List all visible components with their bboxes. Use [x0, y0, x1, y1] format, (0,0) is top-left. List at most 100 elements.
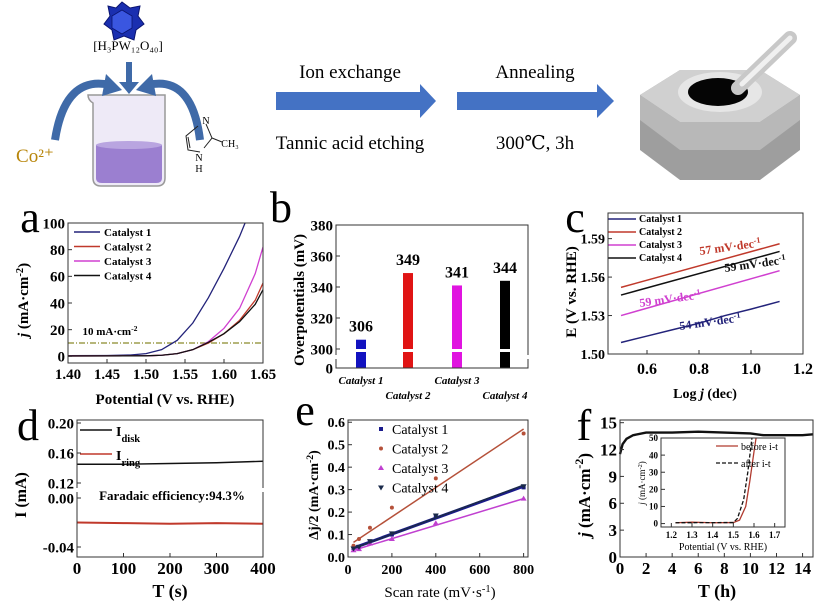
series-line-3 [68, 246, 263, 357]
y-tick-label: 1.50 [581, 348, 606, 363]
category-label: Catalyst 1 [339, 375, 384, 387]
bar-2 [403, 273, 413, 368]
tafel-slope-label: 59 mV·dec-1 [638, 287, 701, 310]
x-tick-label: 300 [204, 559, 230, 578]
x-tick-label: 1.55 [172, 367, 198, 383]
current-density-line [618, 430, 814, 455]
bar-1 [356, 339, 366, 368]
text-part: I [116, 425, 121, 440]
bar-4 [500, 280, 510, 368]
fit-line-2 [353, 428, 525, 544]
text-part: I [116, 449, 121, 464]
x-axis-title: Log j (dec) [673, 387, 737, 402]
y-tick-label: 0.4 [328, 461, 346, 476]
text-part: 54 mV·dec [678, 311, 735, 333]
curved-arrow-right-icon [136, 74, 204, 141]
plot-frame [607, 212, 804, 355]
fit-line-4 [353, 484, 524, 550]
text-part: 57 mV·dec [698, 236, 755, 258]
text-part: -1 [693, 287, 701, 297]
x-tick-label: 0 [73, 559, 82, 578]
x-tick-label: 1.2 [666, 530, 678, 540]
data-point [432, 513, 439, 519]
data-point [378, 485, 384, 491]
bar-3 [452, 285, 462, 368]
inset-frame [660, 437, 786, 528]
x-tick-label: 0.8 [689, 361, 709, 378]
x-tick-label: 12 [768, 559, 785, 578]
y-tick-label: 0.00 [48, 491, 74, 507]
y-tick-label: 9 [609, 467, 618, 486]
category-label: Catalyst 4 [483, 390, 528, 402]
text-part: (mA·cm [16, 276, 32, 333]
legend-label: Catalyst 1 [392, 423, 448, 438]
text-part: -1 [778, 252, 786, 262]
y-tick-label: 20 [50, 323, 65, 339]
axis-break [74, 488, 80, 492]
y-tick-label: 15 [600, 414, 617, 433]
y-tick-label: 1.59 [581, 233, 606, 248]
y-tick-label: 40 [649, 450, 659, 460]
panel-letter-b: b [270, 183, 292, 232]
text-part: (mA·cm [637, 469, 647, 502]
x-tick-label: 1.5 [728, 530, 740, 540]
legend-label: Idisk [116, 425, 140, 445]
text-part: disk [121, 434, 140, 445]
text-part: -2 [572, 459, 586, 469]
beaker-icon [87, 94, 166, 187]
data-point [520, 484, 527, 490]
fit-line-3 [353, 497, 524, 551]
text-part: j [698, 387, 704, 402]
x-axis-title: Scan rate (mV·s-1) [384, 584, 495, 602]
tafel-slope-label: 54 mV·dec-1 [678, 310, 741, 333]
y-tick-label: 380 [311, 218, 334, 234]
text-part: j [637, 502, 647, 506]
y-tick-label: 0.3 [328, 484, 346, 499]
data-point [379, 446, 383, 451]
tafel-slope-label: 57 mV·dec-1 [698, 235, 761, 258]
cobalt-ion-label: Co²⁺ [16, 146, 54, 167]
series-line-3 [620, 269, 780, 317]
legend-label: Catalyst 3 [104, 256, 152, 268]
text-part: -2 [637, 464, 644, 469]
polyoxometalate-icon [103, 1, 145, 41]
panel-letter-d: d [17, 401, 39, 450]
y-tick-label: 0.6 [328, 416, 346, 431]
x-tick-label: 400 [250, 559, 276, 578]
y-tick-label: 340 [311, 280, 334, 296]
faradaic-efficiency-annotation: Faradaic efficiency:94.3% [99, 488, 245, 503]
bar-value-label: 344 [493, 260, 517, 277]
inset-background [661, 438, 785, 527]
x-axis-title: T (h) [698, 581, 736, 602]
legend-label: Iring [116, 449, 141, 469]
ion-exchange-arrow-icon [276, 84, 436, 118]
x-tick-label: 4 [668, 559, 677, 578]
y-tick-label: 0.20 [48, 416, 74, 432]
y-tick-label: 30 [649, 467, 659, 477]
y-tick-label: 0.2 [328, 506, 346, 521]
text-part: Scan rate (mV·s [384, 585, 482, 601]
legend-label: Catalyst 2 [104, 242, 152, 254]
y-tick-label: 10 [649, 502, 659, 512]
y-tick-label: 0 [654, 519, 659, 529]
axis-break-band [355, 349, 367, 352]
series-line-2 [620, 243, 780, 289]
plot-frame [67, 222, 264, 364]
category-label: Catalyst 2 [386, 390, 431, 402]
atom-methyl: CH₃ [221, 139, 238, 150]
legend-label: Catalyst 4 [104, 271, 152, 283]
y-axis-title: I (mA) [13, 472, 30, 518]
data-point [378, 465, 384, 470]
data-point [432, 520, 439, 526]
y-tick-label: 1.53 [581, 309, 606, 324]
text-part: ) [16, 263, 32, 268]
legend-label: Catalyst 4 [639, 253, 682, 264]
x-tick-label: 1.60 [211, 367, 237, 383]
panel-letter-f: f [577, 401, 592, 450]
data-point [367, 525, 372, 530]
text-part: -2 [15, 268, 26, 277]
